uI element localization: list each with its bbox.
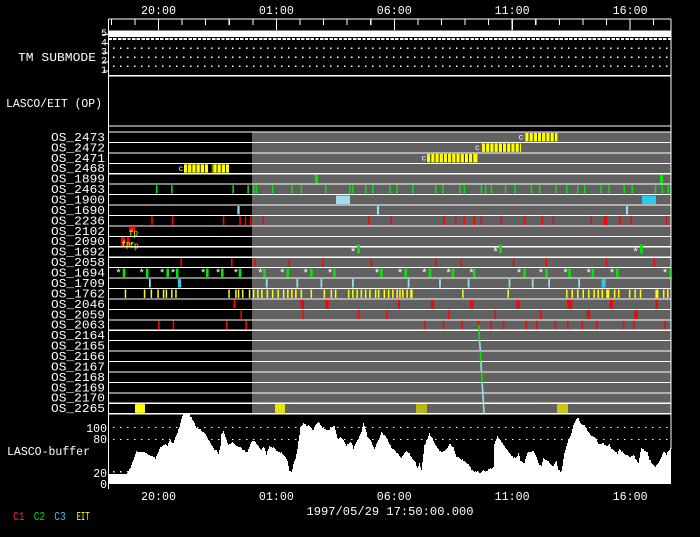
svg-text:*: * [492, 248, 499, 260]
svg-text:*: * [170, 268, 177, 280]
svg-text:*: * [200, 268, 207, 280]
svg-text:*: * [421, 268, 428, 280]
svg-text:*: * [138, 268, 145, 280]
svg-text:C2: C2 [34, 511, 46, 524]
svg-text:LASCO/EIT (OP): LASCO/EIT (OP) [6, 98, 102, 111]
svg-text:LASCO-buffer: LASCO-buffer [7, 446, 90, 459]
svg-text:11:00: 11:00 [495, 5, 530, 18]
svg-text:1997/05/29 17:50:00.000: 1997/05/29 17:50:00.000 [307, 506, 474, 519]
svg-text:80: 80 [93, 434, 107, 447]
svg-text:20:00: 20:00 [141, 5, 176, 18]
svg-text:c: c [519, 134, 524, 143]
svg-text:*: * [397, 268, 404, 280]
svg-text:c: c [475, 144, 480, 153]
svg-text:0: 0 [100, 479, 107, 492]
svg-text:TM SUBMODE: TM SUBMODE [18, 52, 96, 65]
svg-text:fp: fp [130, 241, 139, 251]
svg-text:*: * [632, 248, 639, 260]
svg-text:*: * [233, 268, 240, 280]
svg-text:fp: fp [129, 229, 138, 239]
svg-text:*: * [159, 268, 166, 280]
svg-text:*: * [516, 268, 523, 280]
svg-text:OS_2265: OS_2265 [51, 403, 105, 416]
svg-text:*: * [257, 268, 264, 280]
svg-text:*: * [327, 268, 334, 280]
svg-text:*: * [115, 268, 122, 280]
svg-text:11:00: 11:00 [495, 491, 530, 504]
svg-text:01:00: 01:00 [259, 5, 294, 18]
svg-text:16:00: 16:00 [613, 5, 648, 18]
svg-text:*: * [279, 268, 286, 280]
svg-text:01:00: 01:00 [259, 491, 294, 504]
svg-text:20:00: 20:00 [141, 491, 176, 504]
svg-text:06:00: 06:00 [377, 491, 412, 504]
svg-text:c: c [179, 165, 184, 174]
svg-text:C3: C3 [54, 511, 66, 524]
svg-text:*: * [215, 268, 222, 280]
svg-text:EIT: EIT [77, 511, 90, 524]
svg-text:*: * [562, 268, 569, 280]
svg-text:*: * [609, 268, 616, 280]
svg-text:*: * [302, 268, 309, 280]
svg-text:*: * [585, 268, 592, 280]
svg-text:06:00: 06:00 [377, 5, 412, 18]
svg-text:C1: C1 [13, 511, 25, 524]
svg-text:*: * [350, 248, 357, 260]
svg-text:*: * [662, 268, 669, 280]
svg-text:*: * [538, 268, 545, 280]
svg-text:*: * [374, 268, 381, 280]
svg-text:16:00: 16:00 [613, 491, 648, 504]
svg-text:*: * [445, 268, 452, 280]
svg-text:c: c [422, 155, 427, 164]
